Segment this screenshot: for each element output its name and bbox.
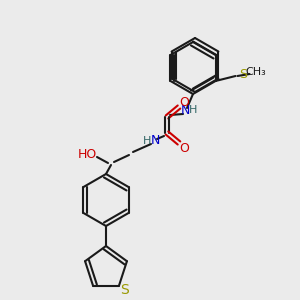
Text: H: H [189, 105, 197, 115]
Text: O: O [179, 95, 189, 109]
Text: N: N [180, 103, 190, 116]
Text: N: N [150, 134, 160, 148]
Text: HO: HO [77, 148, 97, 160]
Text: S: S [121, 283, 129, 297]
Text: CH₃: CH₃ [245, 67, 266, 77]
Text: O: O [179, 142, 189, 154]
Text: H: H [143, 136, 151, 146]
Text: S: S [239, 68, 247, 80]
